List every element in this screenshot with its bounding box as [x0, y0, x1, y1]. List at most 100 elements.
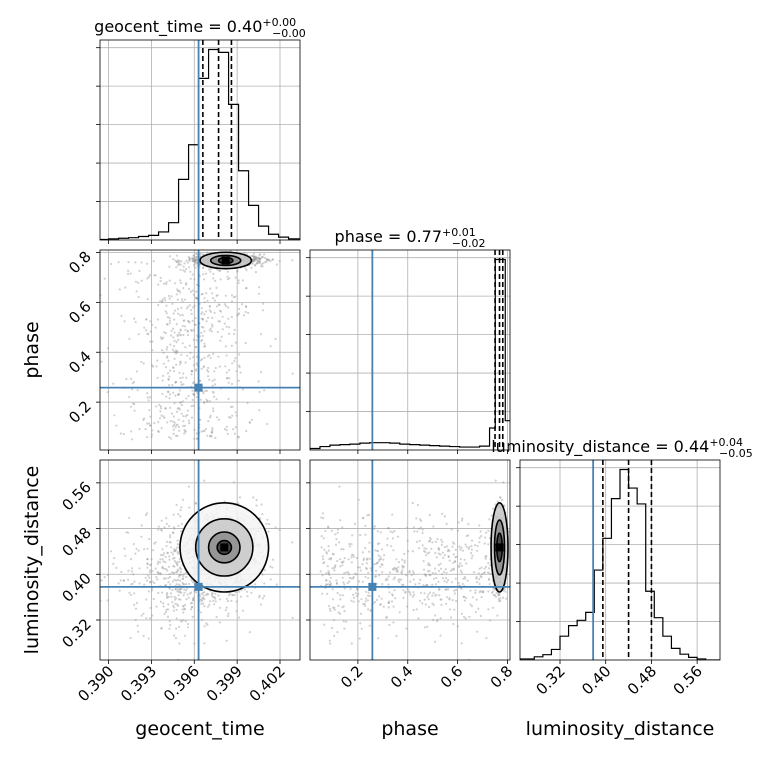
sample-point — [480, 576, 483, 579]
sample-point — [201, 318, 204, 321]
sample-point — [445, 588, 448, 591]
sample-point — [185, 397, 188, 400]
sample-point — [140, 614, 143, 617]
sample-point — [429, 536, 432, 540]
sample-point — [335, 582, 338, 586]
sample-point — [164, 577, 167, 580]
sample-point — [123, 547, 126, 550]
sample-point — [432, 618, 435, 622]
sample-point — [213, 370, 216, 373]
sample-point — [165, 281, 168, 284]
sample-point — [203, 345, 206, 348]
sample-point — [478, 524, 481, 527]
sample-point — [192, 259, 195, 262]
sample-point — [257, 260, 260, 263]
sample-point — [182, 583, 185, 586]
sample-point — [212, 599, 215, 602]
sample-point — [274, 337, 277, 341]
sample-point — [191, 581, 194, 584]
sample-point — [194, 502, 197, 505]
sample-point — [183, 588, 186, 591]
sample-point — [493, 594, 497, 597]
sample-point — [406, 588, 409, 591]
sample-point — [393, 566, 396, 569]
sample-point — [263, 594, 266, 598]
sample-point — [173, 423, 176, 427]
sample-point — [180, 522, 183, 526]
sample-point — [177, 264, 180, 267]
sample-point — [441, 540, 444, 544]
sample-point — [137, 630, 140, 633]
sample-point — [253, 255, 256, 259]
sample-point — [151, 429, 154, 432]
sample-point — [230, 300, 234, 303]
sample-point — [386, 544, 389, 547]
sample-point — [210, 330, 213, 333]
sample-point — [175, 571, 179, 574]
sample-point — [433, 567, 437, 570]
sample-point — [178, 407, 181, 410]
sample-point — [166, 608, 170, 611]
sample-point — [490, 514, 493, 517]
sample-point — [172, 571, 175, 574]
sample-point — [437, 588, 440, 591]
sample-point — [164, 561, 167, 564]
sample-point — [199, 254, 202, 258]
sample-point — [148, 576, 151, 580]
sample-point — [339, 558, 342, 561]
sample-point — [401, 558, 404, 561]
sample-point — [163, 552, 166, 555]
sample-point — [202, 392, 205, 395]
sample-point — [428, 539, 431, 543]
sample-point — [171, 348, 174, 351]
sample-point — [149, 396, 152, 399]
sample-point — [161, 379, 164, 382]
sample-point — [157, 528, 160, 531]
sample-point — [178, 567, 182, 570]
sample-point — [211, 292, 214, 295]
sample-point — [504, 590, 507, 593]
sample-point — [485, 636, 488, 640]
sample-point — [348, 542, 351, 546]
sample-point — [130, 430, 133, 433]
sample-point — [180, 298, 184, 301]
sample-point — [179, 314, 182, 317]
sample-point — [147, 637, 150, 640]
sample-point — [234, 341, 237, 344]
sample-point — [459, 548, 462, 551]
sample-point — [195, 355, 198, 358]
sample-point — [478, 541, 481, 544]
sample-point — [174, 602, 177, 605]
sample-point — [246, 401, 249, 405]
sample-point — [254, 257, 257, 260]
sample-point — [387, 583, 390, 586]
sample-point — [215, 398, 218, 401]
sample-point — [181, 581, 184, 585]
sample-point — [142, 362, 145, 365]
sample-point — [488, 518, 491, 521]
sample-point — [406, 526, 409, 529]
sample-point — [190, 370, 193, 373]
sample-point — [427, 593, 430, 596]
sample-point — [177, 418, 180, 421]
sample-point — [153, 542, 156, 545]
sample-point — [174, 588, 177, 591]
sample-point — [328, 557, 331, 561]
xlabel-luminosity-distance: luminosity_distance — [526, 718, 715, 740]
sample-point — [343, 587, 346, 590]
sample-point — [127, 261, 130, 264]
sample-point — [379, 603, 382, 606]
sample-point — [190, 373, 193, 376]
sample-point — [214, 592, 217, 595]
sample-point — [195, 362, 198, 365]
sample-point — [195, 252, 198, 255]
sample-point — [428, 513, 431, 517]
sample-point — [178, 259, 181, 262]
sample-point — [151, 580, 154, 583]
sample-point — [428, 573, 431, 577]
sample-point — [274, 526, 277, 529]
sample-point — [345, 571, 348, 574]
sample-point — [393, 589, 396, 592]
sample-point — [230, 382, 234, 386]
sample-point — [200, 307, 203, 310]
